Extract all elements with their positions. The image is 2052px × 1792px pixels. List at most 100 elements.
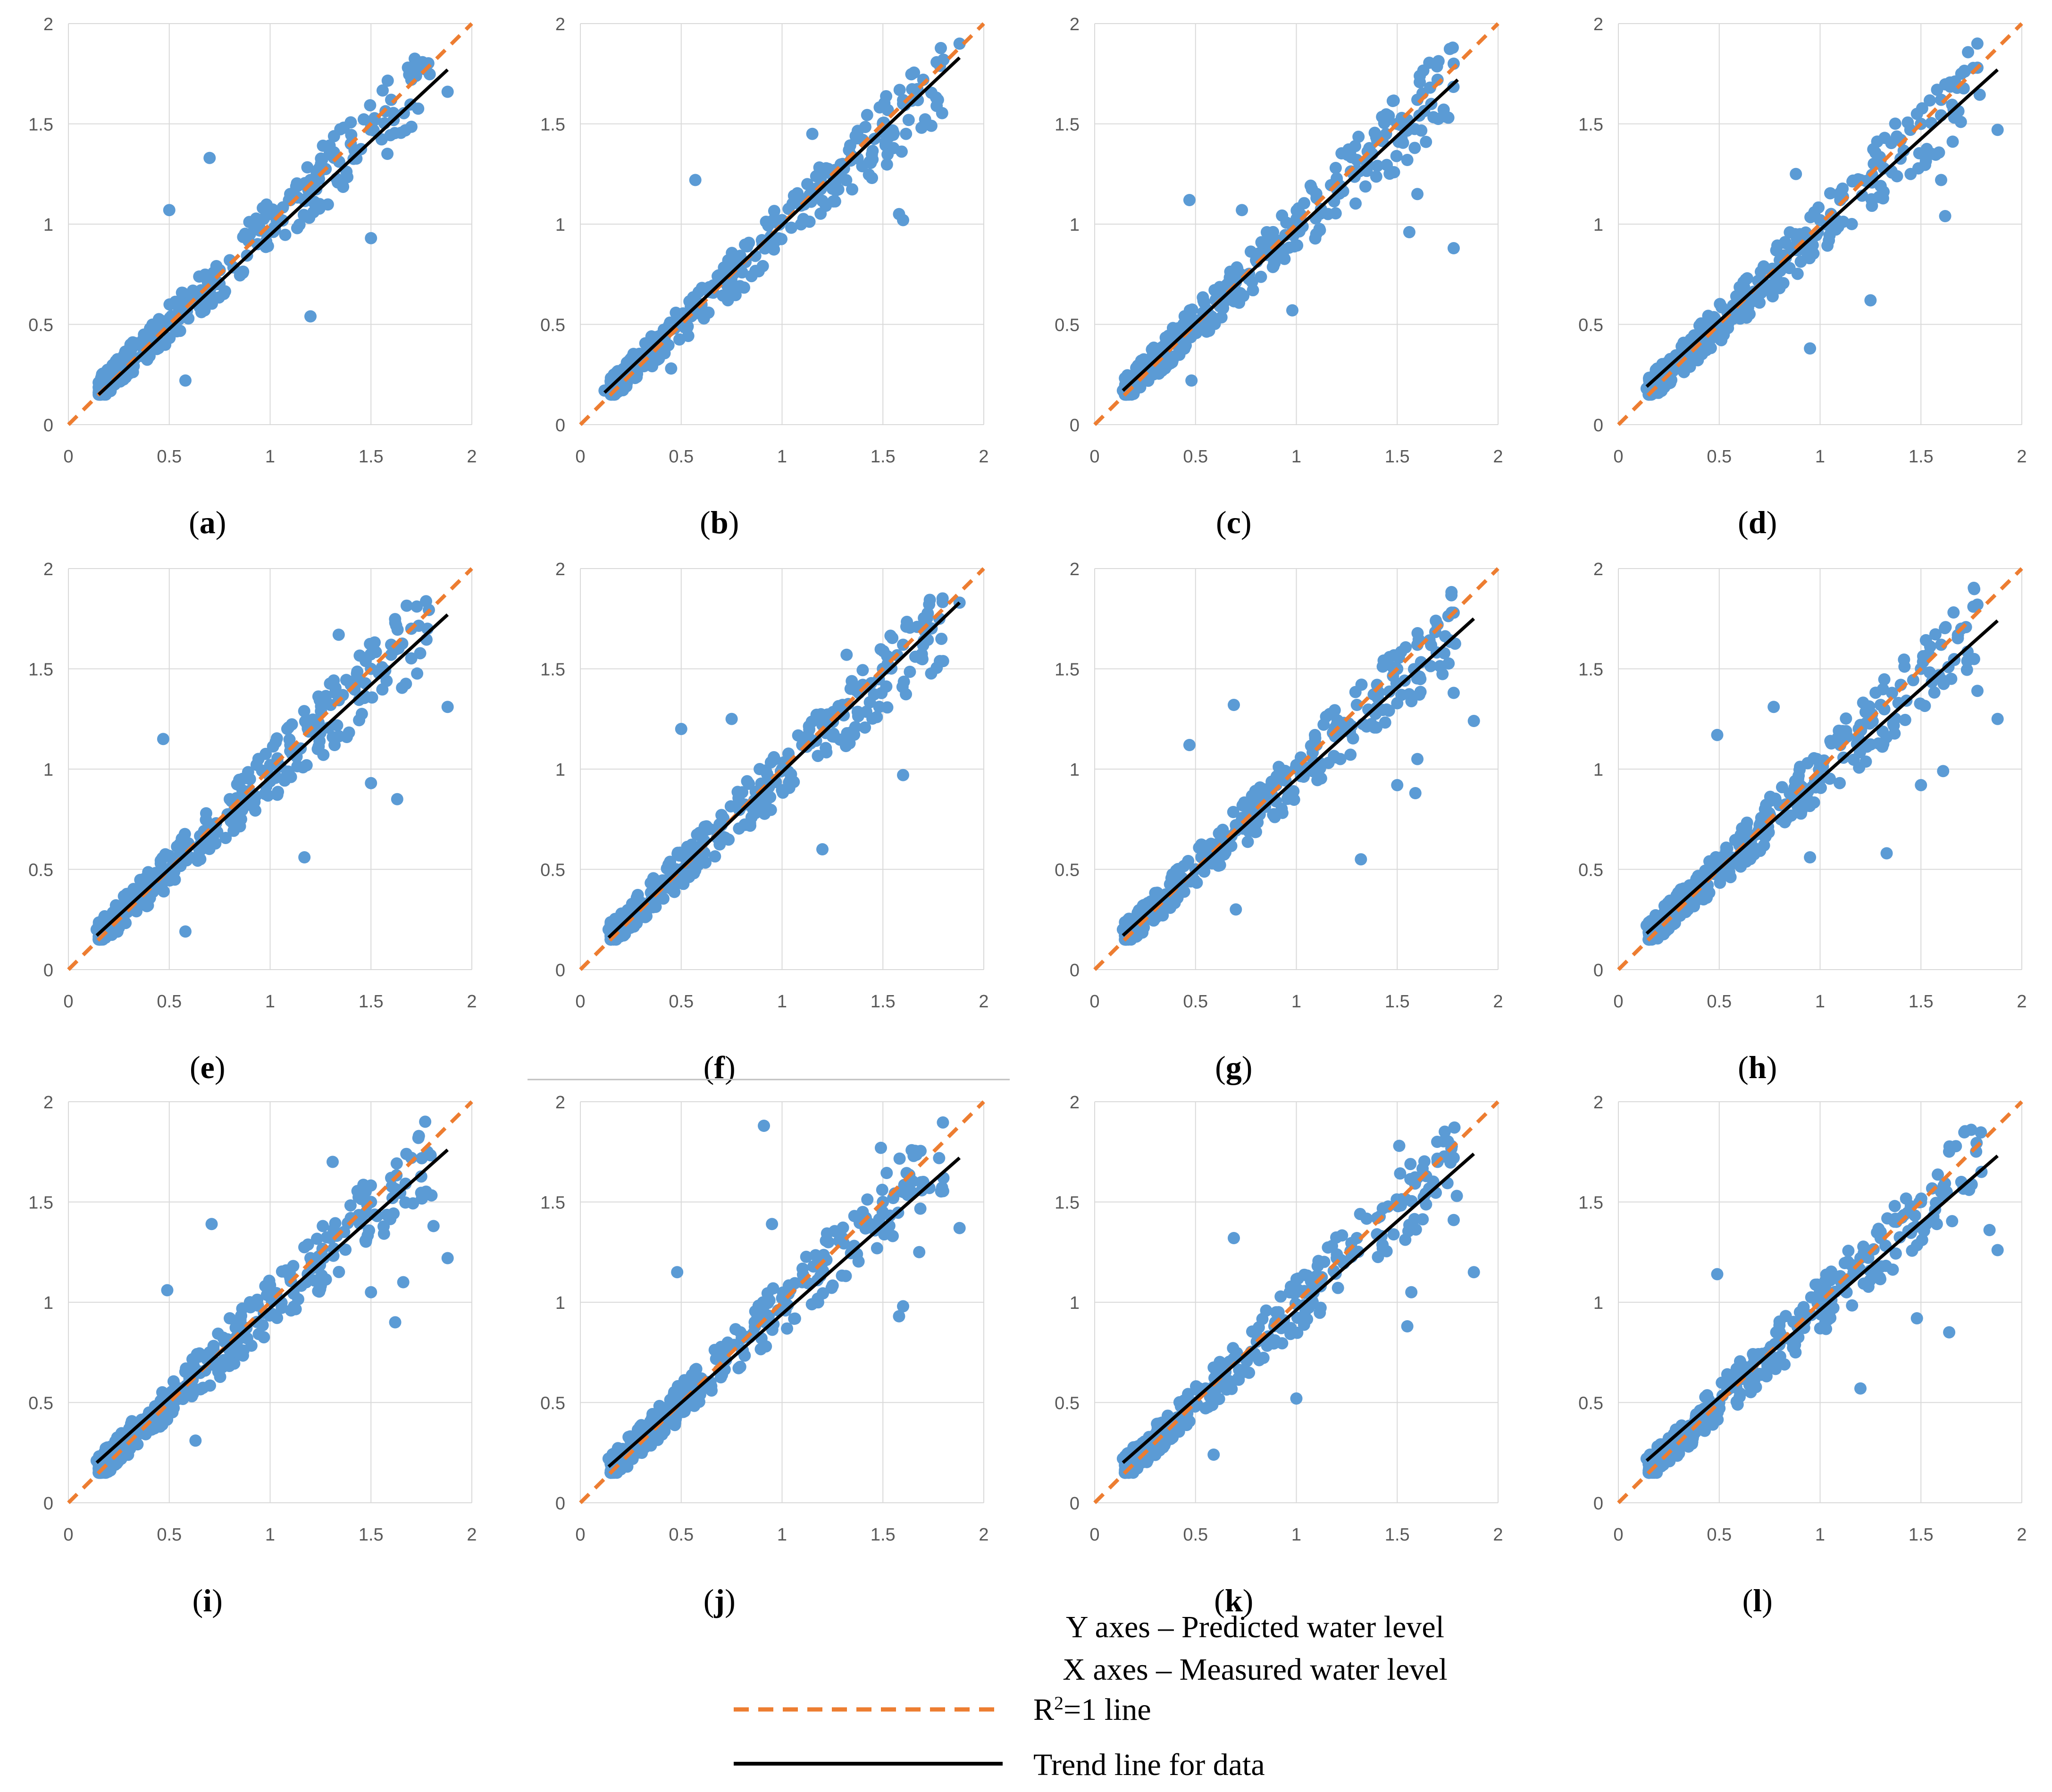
data-point bbox=[376, 683, 389, 696]
data-point bbox=[158, 885, 170, 898]
data-point bbox=[414, 647, 427, 660]
panel-label-letter: b bbox=[711, 504, 729, 540]
data-point bbox=[327, 731, 339, 744]
data-point bbox=[811, 1274, 824, 1287]
data-point bbox=[303, 211, 316, 224]
data-point bbox=[1382, 113, 1394, 126]
data-point bbox=[1804, 851, 1817, 863]
data-point bbox=[1349, 197, 1362, 210]
panel-label-paren: ) bbox=[212, 1583, 223, 1618]
y-tick-label: 0 bbox=[1070, 961, 1080, 980]
panel-label-paren: ) bbox=[216, 504, 226, 540]
data-point bbox=[1256, 783, 1269, 796]
data-point bbox=[1864, 294, 1877, 307]
data-point bbox=[861, 1193, 874, 1206]
x-tick-label: 2 bbox=[467, 1525, 477, 1545]
data-point bbox=[409, 52, 421, 65]
data-point bbox=[816, 167, 829, 180]
data-point bbox=[124, 338, 137, 351]
data-point bbox=[639, 337, 652, 350]
panel-label-paren: ) bbox=[215, 1049, 226, 1085]
data-point bbox=[1446, 42, 1459, 54]
data-point bbox=[1907, 674, 1919, 687]
data-point bbox=[173, 304, 186, 317]
data-point bbox=[1931, 84, 1943, 96]
x-tick-label: 1 bbox=[777, 447, 787, 467]
data-point bbox=[412, 102, 425, 115]
panel-g: 0 0.5 1 1.5 2 0 0.5 1 1.5 2 (g) bbox=[1055, 560, 1503, 1085]
data-point bbox=[1411, 753, 1424, 765]
data-point bbox=[1405, 1286, 1418, 1298]
data-point bbox=[1935, 1186, 1947, 1198]
data-point bbox=[1280, 216, 1293, 229]
data-point bbox=[1968, 653, 1980, 665]
data-point bbox=[767, 1282, 779, 1295]
data-point bbox=[92, 376, 105, 389]
data-point bbox=[1812, 201, 1825, 214]
data-point bbox=[301, 161, 314, 174]
panel-label-paren: ( bbox=[193, 1583, 203, 1618]
data-point bbox=[816, 843, 829, 855]
data-point bbox=[880, 158, 893, 171]
panel-label-paren: ) bbox=[725, 1583, 736, 1618]
data-point bbox=[1409, 787, 1422, 799]
x-tick-label: 0 bbox=[63, 447, 73, 467]
data-point bbox=[298, 851, 311, 863]
data-point bbox=[1731, 1398, 1744, 1411]
panel-label-paren: ( bbox=[700, 504, 711, 540]
data-point bbox=[1824, 772, 1836, 785]
panel-label-paren: ) bbox=[1241, 504, 1252, 540]
data-point bbox=[324, 699, 337, 711]
data-point bbox=[1805, 1309, 1817, 1322]
trend-line bbox=[1122, 78, 1459, 392]
data-point bbox=[1889, 117, 1901, 130]
panel-f: 0 0.5 1 1.5 200.511.52(f) bbox=[540, 560, 988, 1085]
y-tick-label: 1 bbox=[555, 215, 565, 235]
trend-line bbox=[95, 613, 449, 937]
data-point bbox=[908, 66, 921, 79]
data-point bbox=[1877, 737, 1890, 750]
data-point bbox=[365, 1286, 377, 1298]
data-point bbox=[156, 852, 169, 864]
data-point bbox=[852, 1255, 865, 1268]
data-point bbox=[937, 53, 950, 66]
data-point bbox=[1789, 1346, 1802, 1359]
data-point bbox=[827, 195, 840, 208]
data-point bbox=[1919, 634, 1932, 646]
panel-label-paren: ) bbox=[1242, 1049, 1253, 1085]
y-tick-label: 2 bbox=[1070, 15, 1080, 34]
data-point bbox=[602, 1452, 615, 1465]
data-point bbox=[1314, 1301, 1327, 1314]
data-point bbox=[1151, 1417, 1164, 1430]
data-point bbox=[699, 856, 712, 869]
data-point bbox=[1202, 323, 1215, 336]
data-point bbox=[1839, 1285, 1851, 1298]
data-point bbox=[107, 906, 119, 919]
y-tick-label: 1.5 bbox=[28, 115, 53, 135]
data-point bbox=[1447, 81, 1460, 93]
data-point bbox=[1420, 135, 1432, 148]
data-point bbox=[327, 674, 340, 687]
data-point bbox=[1270, 1306, 1282, 1319]
panel-label-paren: ) bbox=[1243, 1583, 1254, 1618]
y-tick-label: 0 bbox=[555, 961, 565, 980]
data-point bbox=[1971, 37, 1984, 50]
data-point bbox=[313, 735, 326, 747]
data-point bbox=[282, 721, 295, 734]
data-point bbox=[1424, 660, 1437, 672]
x-tick-label: 2 bbox=[467, 992, 477, 1012]
data-point bbox=[1923, 94, 1936, 107]
data-point bbox=[1943, 1326, 1956, 1339]
data-point bbox=[739, 238, 752, 251]
y-tick-label: 2 bbox=[555, 560, 565, 579]
y-tick-label: 1.5 bbox=[1055, 660, 1080, 680]
x-tick-label: 0.5 bbox=[1183, 447, 1208, 467]
data-point bbox=[878, 97, 891, 109]
data-point bbox=[105, 929, 118, 941]
data-point bbox=[163, 314, 176, 327]
data-point bbox=[1153, 367, 1165, 380]
y-tick-label: 0.5 bbox=[1055, 861, 1080, 880]
data-point bbox=[279, 228, 292, 241]
x-tick-label: 2 bbox=[1493, 992, 1503, 1012]
data-point bbox=[1738, 1361, 1751, 1373]
